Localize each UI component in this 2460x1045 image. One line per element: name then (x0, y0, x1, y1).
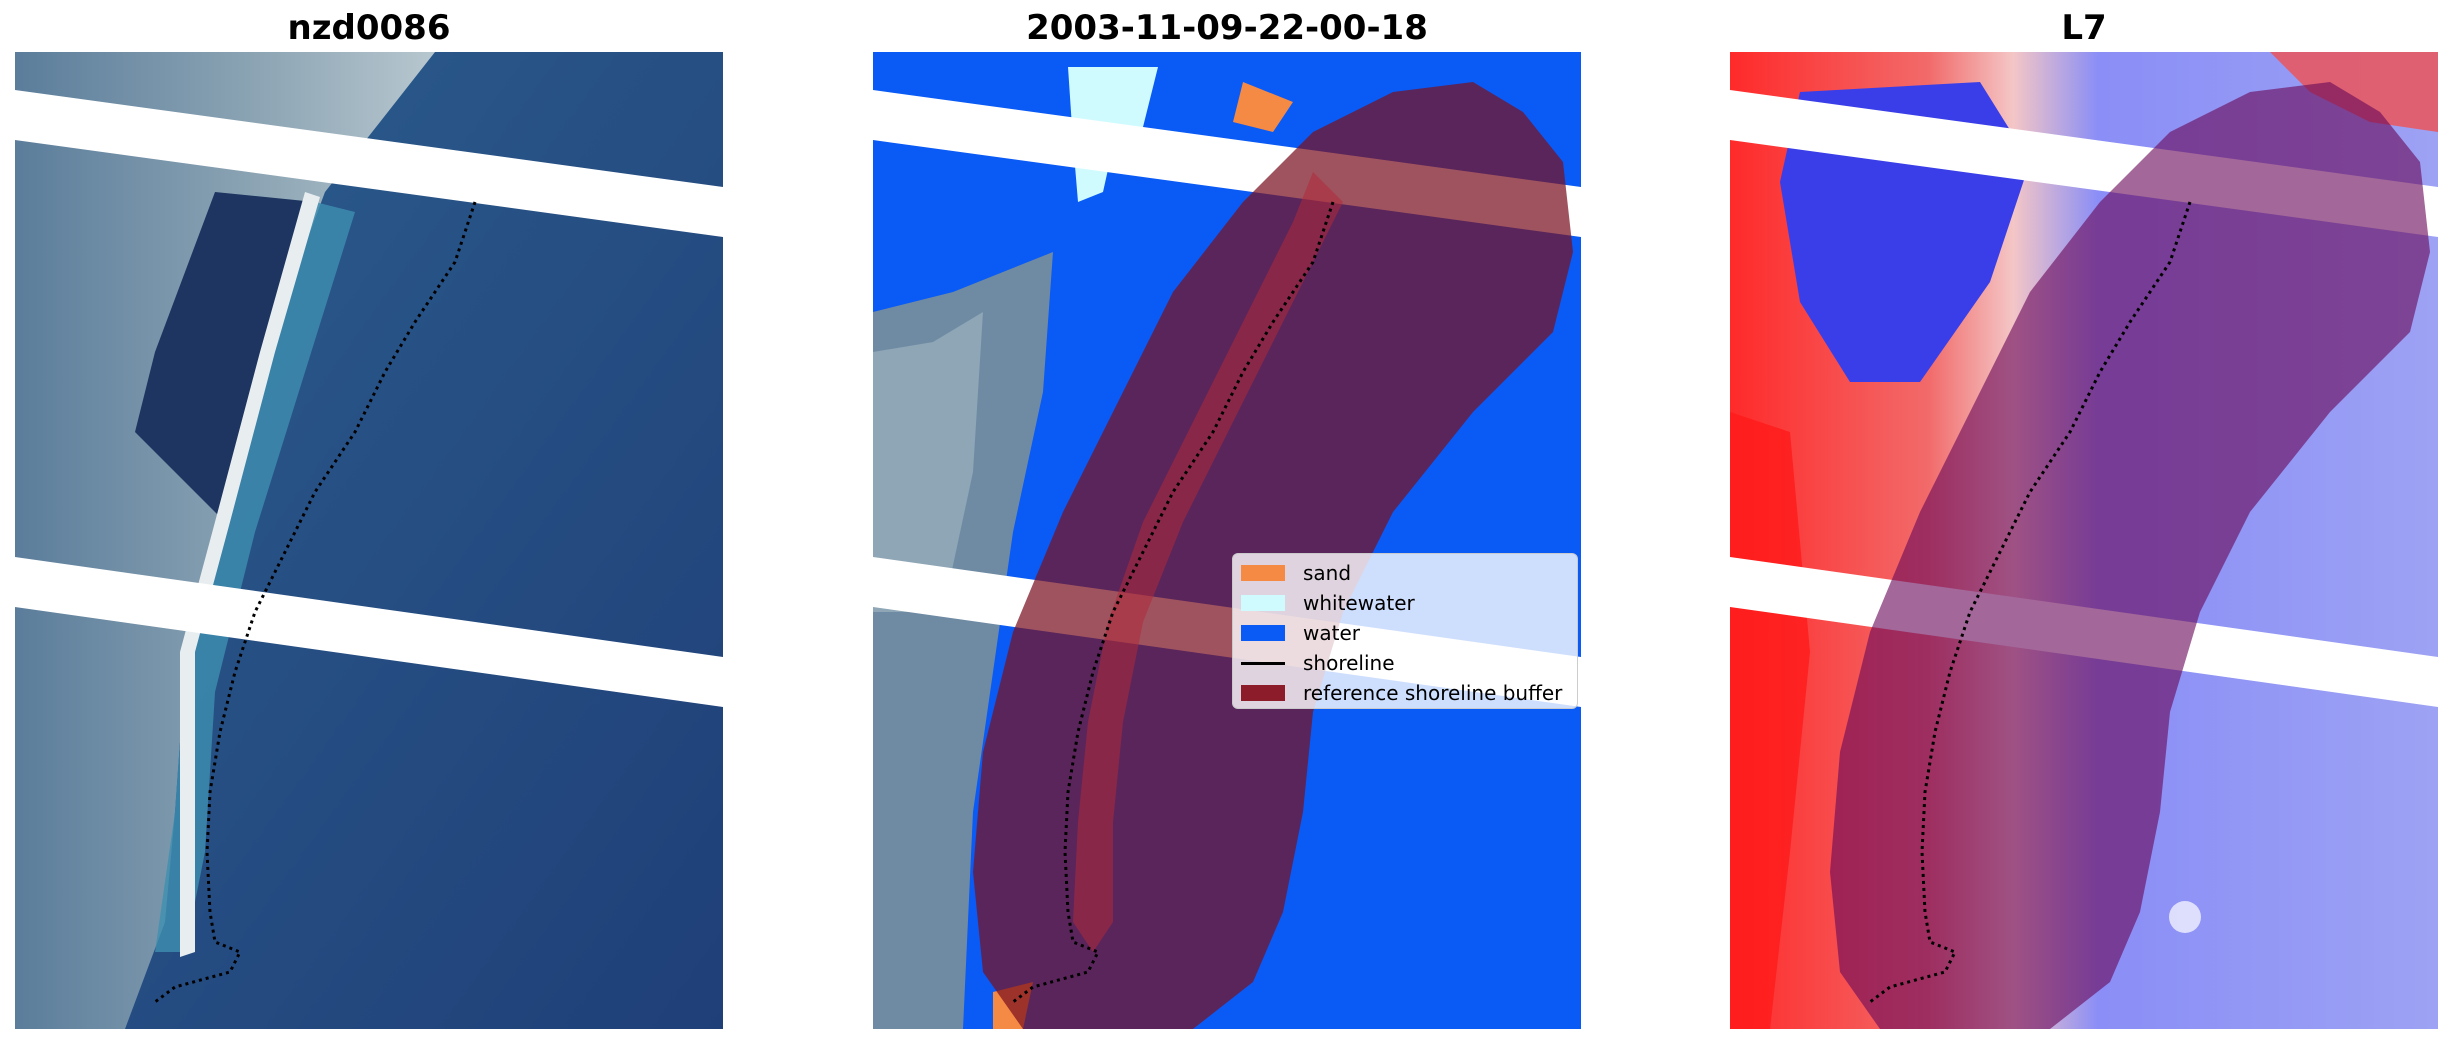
classified-image (873, 52, 1581, 1029)
index-image (1730, 52, 2438, 1029)
rgb-image-panel (15, 52, 723, 1029)
legend-label-shoreline: shoreline (1303, 651, 1395, 675)
legend-item-water: water (1241, 618, 1569, 648)
legend-swatch-water (1241, 625, 1285, 641)
rgb-image (15, 52, 723, 1029)
legend-label-buffer: reference shoreline buffer (1303, 681, 1563, 705)
panel-title-classified: 2003-11-09-22-00-18 (1026, 8, 1428, 48)
panel-title-index: L7 (2061, 8, 2107, 48)
legend: sand whitewater water shoreline referenc… (1232, 553, 1578, 709)
legend-swatch-sand (1241, 565, 1285, 581)
classified-image-panel (873, 52, 1581, 1029)
legend-item-whitewater: whitewater (1241, 588, 1569, 618)
legend-label-whitewater: whitewater (1303, 591, 1415, 615)
legend-swatch-shoreline (1241, 661, 1285, 665)
index-image-panel (1730, 52, 2438, 1029)
legend-item-shoreline: shoreline (1241, 648, 1569, 678)
legend-item-buffer: reference shoreline buffer (1241, 678, 1569, 708)
legend-swatch-buffer (1241, 685, 1285, 701)
legend-label-sand: sand (1303, 561, 1352, 585)
panel-title-rgb: nzd0086 (287, 8, 451, 48)
legend-swatch-whitewater (1241, 595, 1285, 611)
legend-label-water: water (1303, 621, 1360, 645)
legend-item-sand: sand (1241, 558, 1569, 588)
